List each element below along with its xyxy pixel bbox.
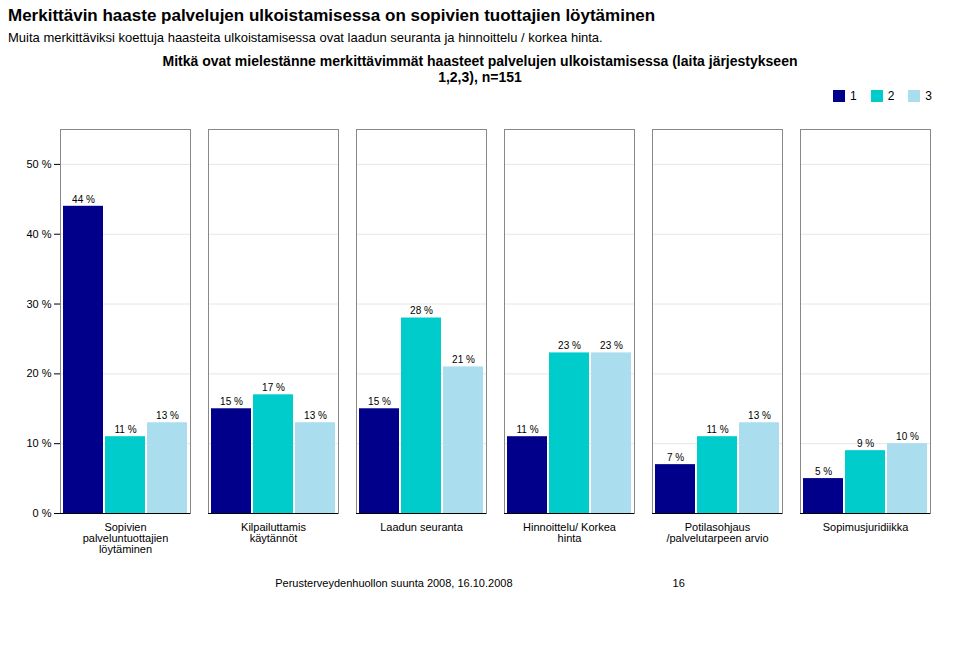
svg-text:13 %: 13 % (304, 410, 327, 421)
svg-text:13 %: 13 % (156, 410, 179, 421)
svg-text:10 %: 10 % (26, 437, 51, 449)
svg-text:11 %: 11 % (516, 424, 538, 435)
svg-text:13 %: 13 % (748, 410, 771, 421)
html-text:2: 2 (887, 89, 895, 103)
html-text:3: 3 (925, 89, 932, 103)
html-text:Mitkä ovat mielestänne merkitt: Mitkä ovat mielestänne merkittävimmät ha… (162, 53, 798, 85)
svg-text:17 %: 17 % (262, 382, 285, 393)
svg-text:Kilpailuttamiskäytännöt: Kilpailuttamiskäytännöt (241, 521, 306, 544)
svg-text:11 %: 11 % (706, 424, 728, 435)
html-text:Perusterveydenhuollon suunta 2: Perusterveydenhuollon suunta 2008, 16.10… (275, 577, 513, 589)
svg-text:40 %: 40 % (26, 228, 51, 240)
svg-text:7 %: 7 % (667, 452, 684, 463)
svg-text:20 %: 20 % (26, 367, 51, 379)
svg-text:30 %: 30 % (26, 298, 51, 310)
svg-text:11 %: 11 % (114, 424, 136, 435)
svg-text:0 %: 0 % (33, 507, 52, 519)
html-text:16: 16 (672, 577, 685, 589)
svg-text:5 %: 5 % (815, 466, 832, 477)
svg-text:23 %: 23 % (558, 340, 581, 351)
svg-text:Sopimusjuridiikka: Sopimusjuridiikka (823, 521, 909, 533)
svg-text:23 %: 23 % (600, 340, 623, 351)
svg-text:15 %: 15 % (368, 396, 391, 407)
svg-text:Potilasohjaus/palvelutarpeen a: Potilasohjaus/palvelutarpeen arvio (666, 521, 768, 544)
svg-text:Hinnoittelu/ Korkeahinta: Hinnoittelu/ Korkeahinta (523, 521, 617, 544)
svg-text:Sopivienpalveluntuottajienlöyt: Sopivienpalveluntuottajienlöytäminen (83, 521, 169, 555)
svg-text:21 %: 21 % (452, 354, 475, 365)
svg-text:9 %: 9 % (857, 438, 874, 449)
html-text:1: 1 (849, 89, 857, 103)
svg-text:28 %: 28 % (410, 305, 433, 316)
svg-text:15 %: 15 % (220, 396, 243, 407)
html-text:Muita merkittäviksi koettuja h: Muita merkittäviksi koettuja haasteita u… (8, 30, 603, 45)
html-text:Merkittävin haaste palvelujen: Merkittävin haaste palvelujen ulkoistami… (8, 6, 656, 25)
svg-text:10 %: 10 % (896, 431, 919, 442)
svg-text:Laadun seuranta: Laadun seuranta (380, 521, 463, 533)
svg-text:50 %: 50 % (26, 158, 51, 170)
svg-text:44 %: 44 % (72, 194, 95, 205)
